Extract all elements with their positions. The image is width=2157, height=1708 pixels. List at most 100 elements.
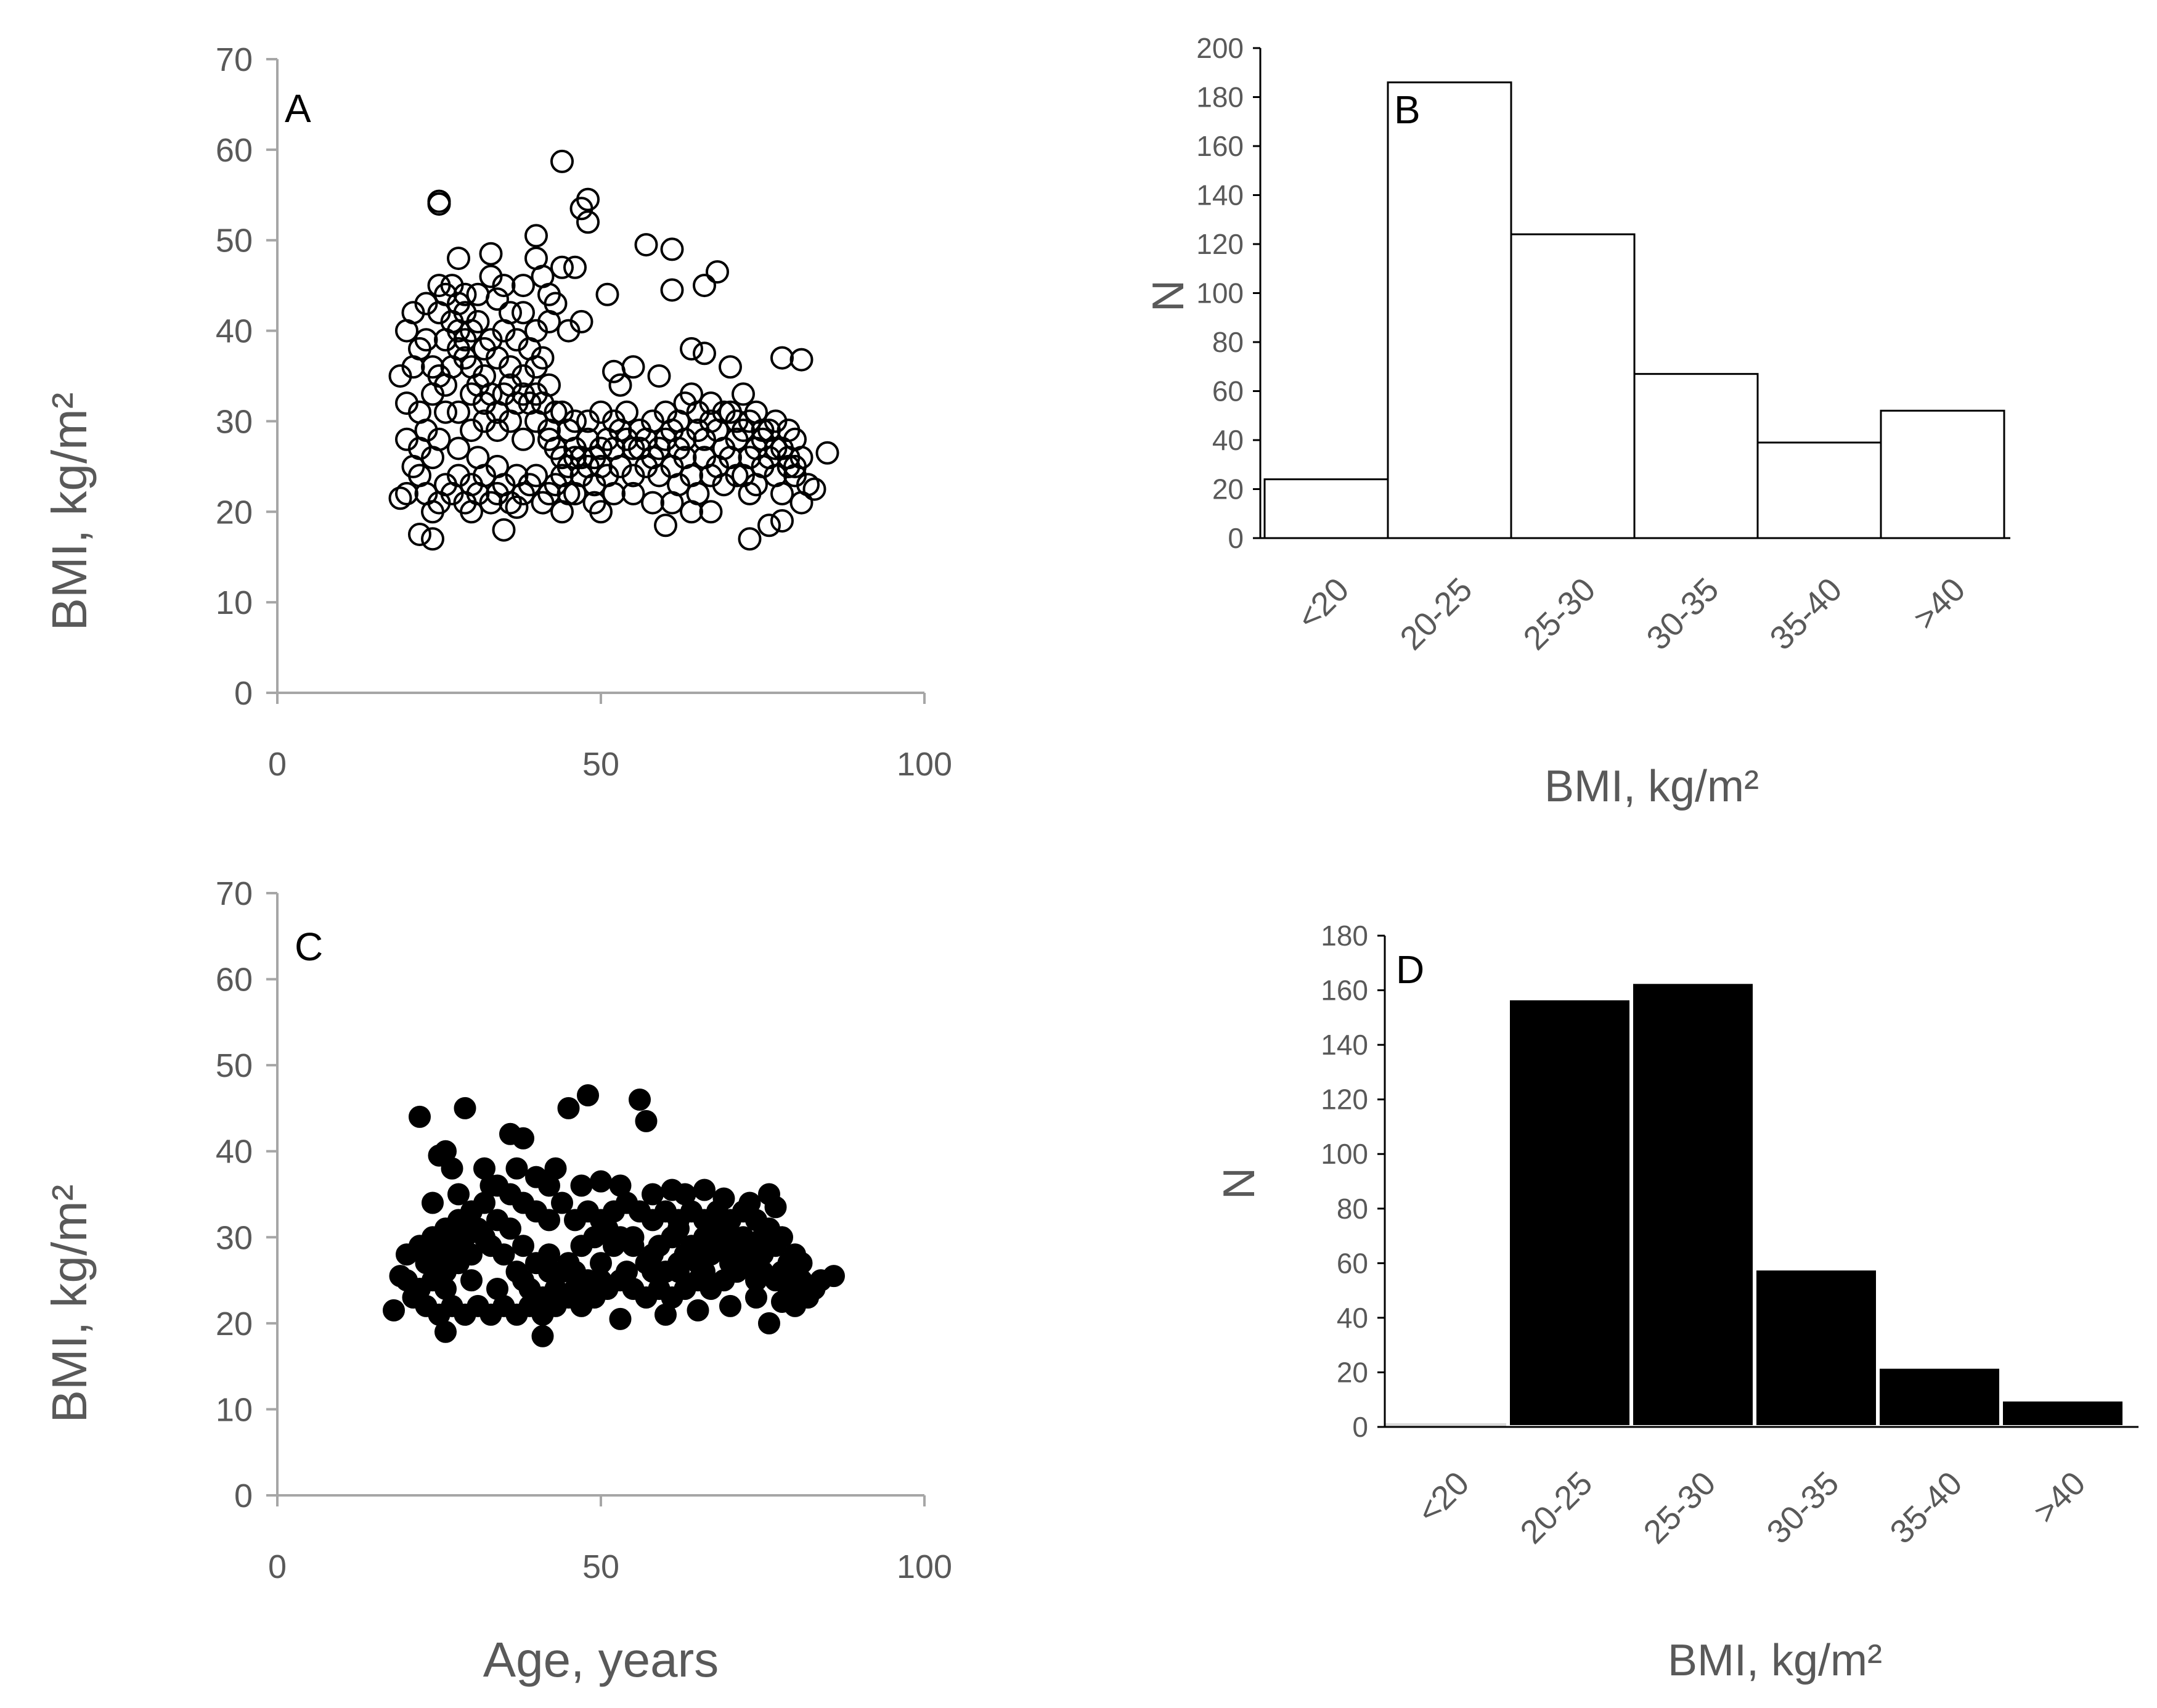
y-tick-label: 60 [1212,375,1244,407]
panel-a-point [699,464,723,488]
y-tick-label: 0 [1228,522,1244,554]
panel-c-point [635,1109,658,1132]
panel-b-x-title: BMI, kg/m² [1544,762,1759,811]
panel-a-point [512,301,535,325]
panel-a-point [680,337,703,361]
panel-a-point [621,481,645,505]
y-tick-label: 60 [216,962,253,999]
panel-a-point [589,454,613,478]
panel-b-y-title: N [1144,280,1193,312]
panel-a-point [401,454,425,478]
panel-c-point [590,1170,612,1193]
y-tick-label: 60 [1337,1247,1368,1279]
panel-d-bar [1385,1423,1508,1427]
panel-a-point [531,346,555,370]
panel-a-point [550,149,574,173]
panel-c-point [434,1140,457,1163]
panel-c-point [531,1325,554,1347]
panel-a-point [576,409,600,433]
panel-a-point [667,473,690,497]
panel-a-point [388,486,412,510]
panel-c-point [460,1269,483,1292]
panel-a-scatter: 0 10 20 30 40 50 60 70 0 50 100 A BMI, kg/m² [42,41,952,783]
panel-d-y-title: N [1215,1167,1264,1199]
y-tick-label: 160 [1196,130,1244,162]
panel-a-point [479,242,503,266]
panel-d-category-ticks: <20 20-25 25-30 30-35 35-40 >40 [1410,1465,2092,1551]
y-tick-label: 0 [1352,1411,1368,1443]
panel-b-bar [1263,478,1389,539]
x-tick-label: 100 [897,1548,952,1585]
panel-c-point [667,1261,690,1283]
panel-a-point [602,359,626,383]
panel-b-bar [1510,233,1636,539]
y-tick-label: 140 [1321,1029,1368,1061]
y-tick-label: 200 [1196,32,1244,64]
panel-c-point [719,1252,741,1275]
panel-a-point [815,441,839,465]
y-tick-label: 100 [1321,1138,1368,1170]
panel-c-point [693,1179,716,1201]
panel-a-point [686,419,710,443]
panel-d-histogram: 0 20 40 60 80 100 120 140 160 180 <20 20-25 25-30 30… [1215,920,2139,1685]
panel-c-point [764,1196,787,1219]
y-tick-label: 70 [216,41,253,78]
panel-d-x-title: BMI, kg/m² [1668,1636,1882,1685]
panel-d-bar [1753,1267,1880,1429]
x-tick-label: 50 [582,1548,619,1585]
panel-a-point [608,373,632,397]
panel-d-bar [1876,1365,2003,1429]
panel-c-point [719,1226,741,1249]
panel-a-point [427,274,451,298]
panel-c-point [797,1286,819,1309]
panel-a-point [447,247,470,271]
panel-c-point [667,1217,690,1240]
category-tick-label: 25-30 [1636,1465,1723,1551]
panel-a-point [486,287,509,311]
panel-a-point [512,427,535,451]
category-tick-label: 20-25 [1513,1465,1599,1551]
panel-a-point [569,446,593,470]
category-tick-label: >40 [1906,571,1972,637]
panel-b-bar [1633,373,1759,539]
panel-a-point [647,364,671,388]
panel-a-point [744,473,768,497]
category-tick-label: <20 [1290,571,1356,637]
y-tick-label: 40 [216,1134,253,1171]
y-tick-label: 20 [216,1306,253,1342]
panel-a-point [557,481,581,505]
x-tick-label: 50 [582,746,619,783]
panel-c-x-ticks: 0 50 100 [268,1495,952,1585]
panel-c-point [790,1252,813,1275]
panel-c-point [538,1261,560,1283]
panel-b-category-ticks: <20 20-25 25-30 30-35 35-40 >40 [1290,571,1972,657]
panel-a-point [660,237,684,261]
panel-a-point [414,328,438,352]
panel-c-point [693,1261,716,1283]
panel-b-histogram: 0 20 40 60 80 100 120 140 160 180 200 <20 20-25 25-3… [1144,32,2010,811]
y-tick-label: 80 [1337,1193,1368,1225]
panel-a-point [447,319,470,343]
panel-a-point [550,400,574,424]
y-tick-label: 70 [216,875,253,912]
panel-a-point [673,391,697,415]
panel-a-point [466,282,490,306]
panel-c-point [758,1312,780,1334]
panel-c-point [492,1243,515,1266]
category-tick-label: 25-30 [1516,571,1602,657]
panel-d-bars [1385,980,2126,1429]
panel-c-point [764,1235,787,1257]
panel-a-point [395,427,418,451]
y-tick-label: 140 [1196,179,1244,211]
y-tick-label: 120 [1196,228,1244,260]
panel-d-bar [1506,996,1633,1429]
panel-c-point [422,1191,444,1214]
panel-a-point [453,282,477,306]
panel-c-point [642,1261,664,1283]
panel-a-point [395,481,418,505]
panel-c-point [719,1294,741,1317]
y-tick-label: 20 [216,494,253,531]
panel-c-y-title: BMI, kg/m² [42,1185,97,1423]
panel-a-point [408,523,431,546]
